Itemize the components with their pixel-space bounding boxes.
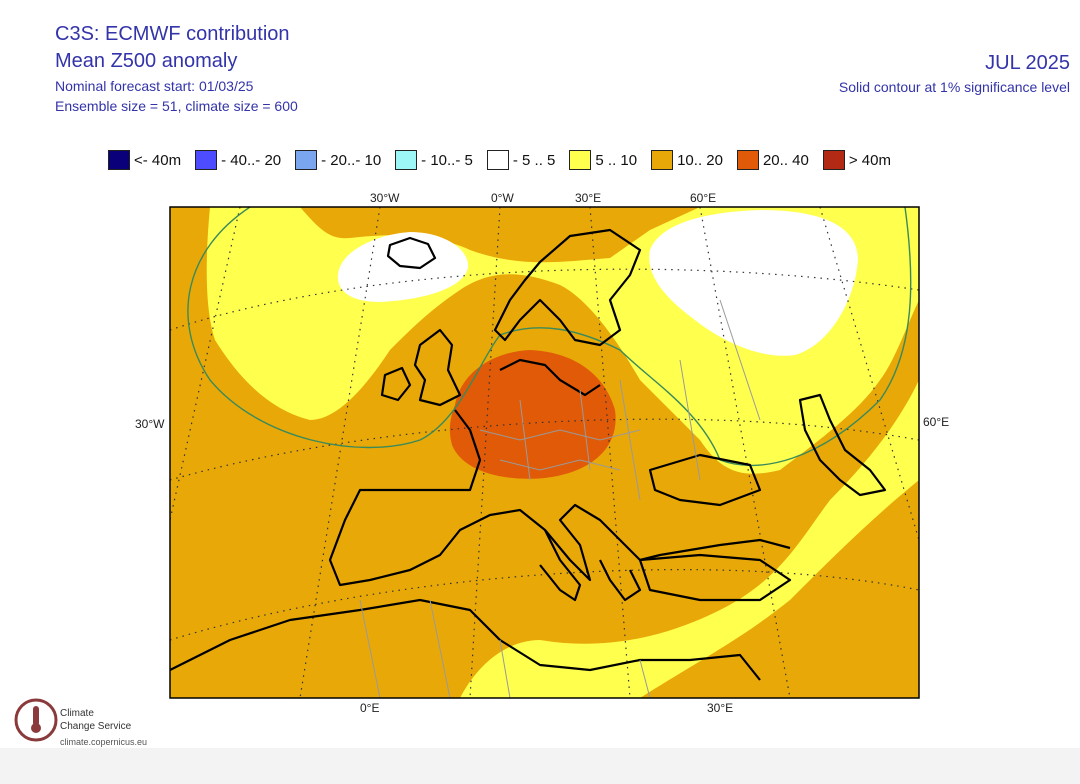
color-legend: <- 40m - 40..- 20 - 20..- 10 - 10..- 5 -… <box>108 150 905 170</box>
bottom-strip <box>0 748 1080 784</box>
legend-item: - 10..- 5 <box>395 150 473 170</box>
logo-name: Climate Change Service <box>60 707 131 733</box>
legend-item: > 40m <box>822 150 891 170</box>
lon-label-top: 30°E <box>575 191 602 205</box>
legend-item: 20.. 40 <box>736 150 809 170</box>
legend-swatch <box>395 150 418 170</box>
anomaly-region-5-10-southeast <box>460 380 919 698</box>
legend-swatch <box>195 150 218 170</box>
legend-label: 20.. 40 <box>762 151 809 169</box>
legend-label: 5 .. 10 <box>595 151 638 169</box>
ensemble-info: Ensemble size = 51, climate size = 600 <box>55 98 298 114</box>
legend-item: - 20..- 10 <box>295 150 381 170</box>
header-right: JUL 2025 Solid contour at 1% significanc… <box>839 50 1070 98</box>
lon-label-right: 60°E <box>923 415 950 429</box>
legend-swatch <box>486 150 509 170</box>
legend-swatch <box>736 150 759 170</box>
forecast-start: Nominal forecast start: 01/03/25 <box>55 78 254 94</box>
legend-swatch <box>108 150 130 170</box>
thermometer-cloud-icon <box>14 698 58 742</box>
legend-label: - 20..- 10 <box>321 151 382 169</box>
legend-label: > 40m <box>848 151 891 169</box>
legend-label: - 10..- 5 <box>421 151 473 169</box>
legend-swatch <box>822 150 845 170</box>
lon-label-top: 30°W <box>370 191 400 205</box>
significance-contour <box>187 207 912 467</box>
legend-item: 5 .. 10 <box>569 150 637 170</box>
lon-label-top: 60°E <box>690 191 717 205</box>
legend-swatch <box>651 150 674 170</box>
title-source: C3S: ECMWF contribution <box>55 23 290 45</box>
lon-label-bottom: 0°E <box>360 701 380 715</box>
legend-item: - 5 .. 5 <box>486 150 556 170</box>
title-variable: Mean Z500 anomaly <box>55 50 238 72</box>
anomaly-region-neutral-russia <box>649 210 858 356</box>
logo-name-line2: Change Service <box>60 721 132 732</box>
legend-label: - 40..- 20 <box>221 151 282 169</box>
lon-label-left: 30°W <box>135 417 165 431</box>
logo-url: climate.copernicus.eu <box>60 737 148 747</box>
lon-label-bottom: 30°E <box>707 701 734 715</box>
legend-item: <- 40m <box>108 150 181 170</box>
anomaly-region-20-40 <box>449 350 616 479</box>
legend-swatch <box>295 150 318 170</box>
logo-name-line1: Climate <box>60 708 94 719</box>
lon-label-top: 0°W <box>491 191 514 205</box>
legend-label: - 5 .. 5 <box>512 151 556 169</box>
legend-label: 10.. 20 <box>677 151 723 169</box>
legend-item: - 40..- 20 <box>195 150 281 170</box>
legend-swatch <box>569 150 592 170</box>
legend-item: 10.. 20 <box>651 150 723 170</box>
title-block: C3S: ECMWF contribution Mean Z500 anomal… <box>55 22 298 116</box>
legend-label: <- 40m <box>134 151 182 169</box>
map-frame <box>169 206 920 699</box>
significance-note: Solid contour at 1% significance level <box>838 79 1070 95</box>
forecast-month: JUL 2025 <box>985 52 1070 74</box>
country-borders <box>359 299 761 698</box>
